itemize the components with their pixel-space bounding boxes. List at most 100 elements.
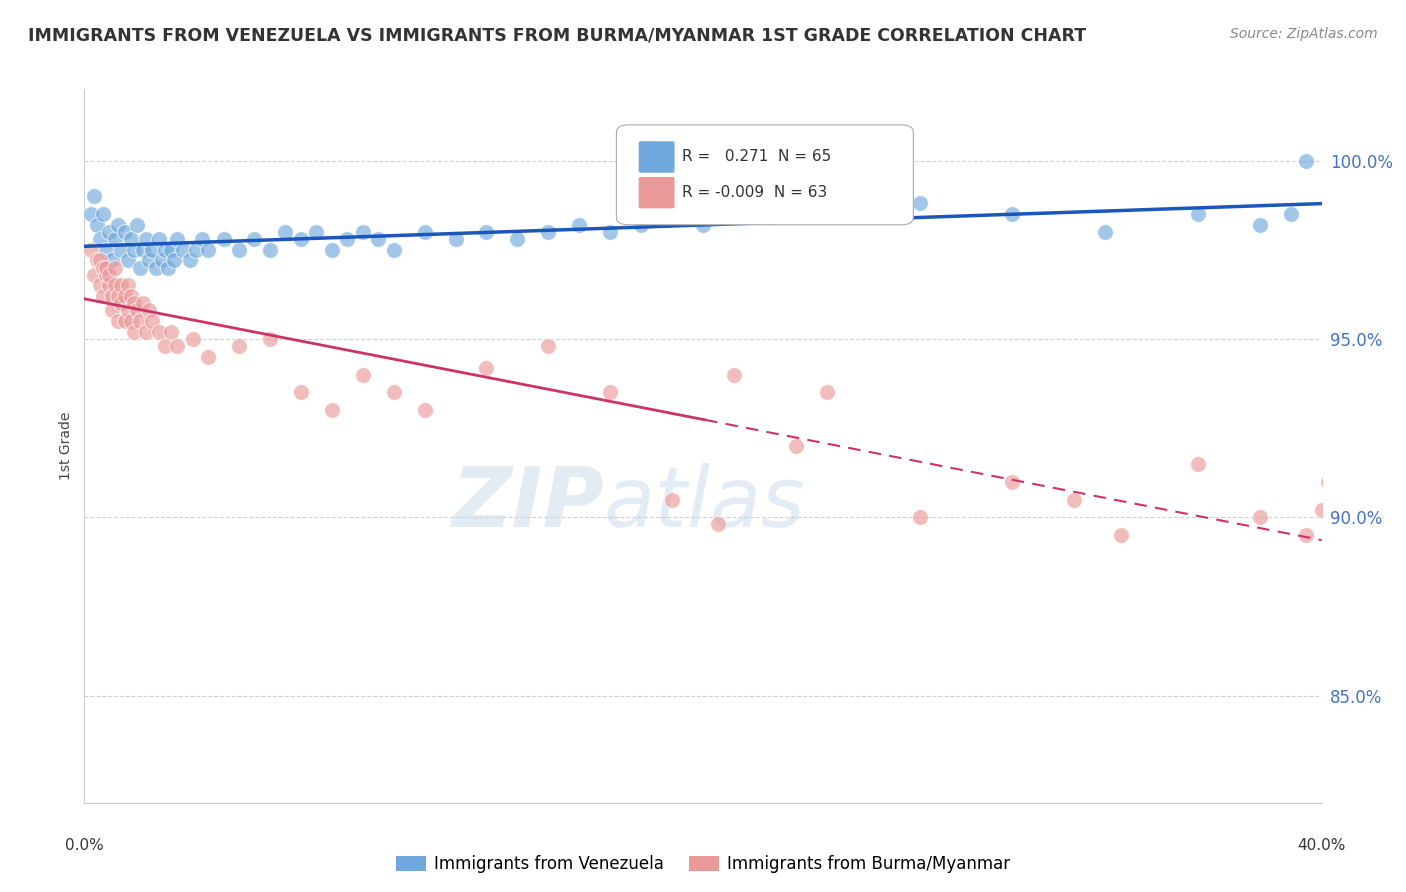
Point (107, 314, 129, 328)
Point (1187, 457, 1209, 471)
Point (148, 232, 170, 246)
Point (382, 243, 405, 257)
Point (599, 225, 621, 239)
Point (197, 350, 219, 364)
Point (91, 260, 114, 275)
Point (1187, 207, 1209, 221)
Point (754, 207, 776, 221)
Point (1295, 528, 1317, 542)
Point (94, 268, 117, 282)
Point (228, 243, 250, 257)
Point (101, 289, 124, 303)
Point (352, 225, 374, 239)
Point (79, 243, 101, 257)
FancyBboxPatch shape (638, 141, 675, 173)
Point (321, 403, 343, 417)
Point (191, 232, 214, 246)
Point (661, 492, 683, 507)
Point (107, 289, 129, 303)
Point (259, 332, 281, 346)
Point (91, 289, 114, 303)
Point (197, 243, 219, 257)
Point (908, 510, 931, 524)
Text: R =   0.271  N = 65: R = 0.271 N = 65 (682, 150, 831, 164)
Point (110, 243, 132, 257)
Point (114, 225, 136, 239)
Point (166, 232, 188, 246)
Point (129, 260, 152, 275)
Point (120, 232, 142, 246)
Point (184, 243, 207, 257)
Point (91, 207, 114, 221)
Point (110, 296, 132, 310)
Point (444, 232, 467, 246)
Point (117, 253, 139, 268)
Point (537, 225, 560, 239)
FancyBboxPatch shape (638, 177, 675, 209)
Point (179, 253, 201, 268)
Point (1249, 510, 1271, 524)
Point (89, 278, 111, 293)
Point (908, 196, 931, 211)
Point (104, 232, 127, 246)
Point (661, 207, 683, 221)
Point (101, 303, 124, 318)
Point (228, 339, 250, 353)
Text: Source: ZipAtlas.com: Source: ZipAtlas.com (1230, 27, 1378, 41)
Text: atlas: atlas (605, 463, 806, 543)
FancyBboxPatch shape (616, 125, 914, 225)
Point (290, 385, 312, 400)
Point (1001, 475, 1024, 489)
Point (1063, 492, 1085, 507)
Point (212, 232, 235, 246)
Point (163, 253, 186, 268)
Point (1001, 207, 1024, 221)
Point (785, 439, 807, 453)
Point (305, 225, 328, 239)
Point (86, 218, 108, 232)
Point (153, 243, 176, 257)
Point (117, 303, 139, 318)
Point (89, 232, 111, 246)
Point (259, 243, 281, 257)
Point (243, 232, 266, 246)
Point (114, 289, 136, 303)
Point (125, 218, 148, 232)
Point (83, 268, 105, 282)
Point (475, 225, 498, 239)
Point (1279, 207, 1302, 221)
Y-axis label: 1st Grade: 1st Grade (59, 412, 73, 480)
Point (153, 339, 176, 353)
Point (122, 243, 145, 257)
Point (141, 243, 163, 257)
Point (122, 296, 145, 310)
Point (98, 278, 121, 293)
Point (89, 253, 111, 268)
Point (723, 368, 745, 382)
Point (122, 325, 145, 339)
Point (94, 260, 117, 275)
Point (321, 243, 343, 257)
Point (1310, 503, 1333, 517)
Text: 0.0%: 0.0% (65, 838, 104, 854)
Text: R = -0.009  N = 63: R = -0.009 N = 63 (682, 186, 827, 200)
Point (1295, 153, 1317, 168)
Point (148, 325, 170, 339)
Point (101, 253, 124, 268)
Point (94, 243, 117, 257)
Point (150, 253, 173, 268)
Point (1094, 225, 1116, 239)
Point (104, 260, 127, 275)
Point (630, 218, 652, 232)
Point (138, 253, 160, 268)
Point (125, 303, 148, 318)
Point (352, 368, 374, 382)
Point (815, 385, 838, 400)
Point (1109, 528, 1132, 542)
Point (1316, 475, 1339, 489)
Point (132, 243, 155, 257)
Point (104, 278, 127, 293)
Point (382, 385, 405, 400)
Point (129, 314, 152, 328)
Point (160, 243, 183, 257)
